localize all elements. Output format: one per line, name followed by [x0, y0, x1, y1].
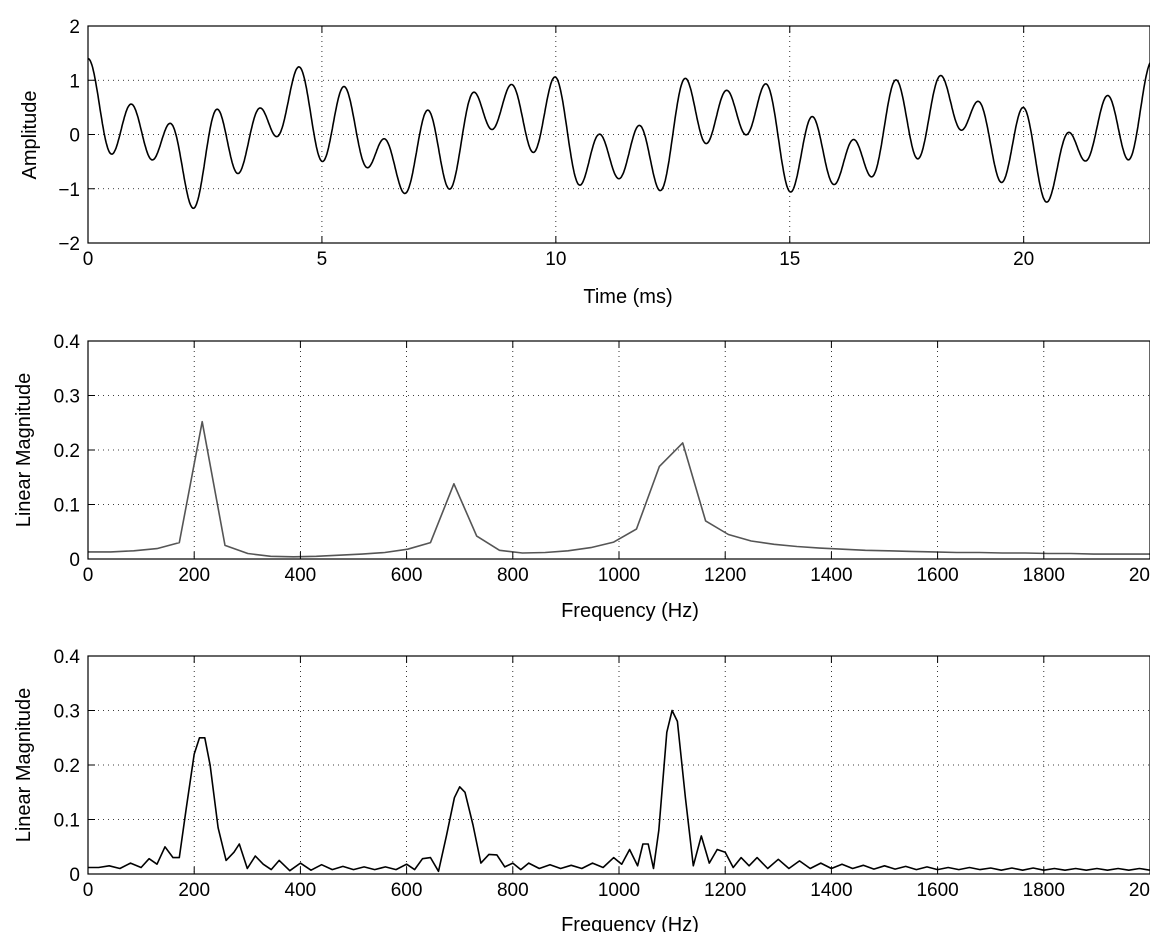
x-tick-label: 5 — [317, 249, 328, 270]
x-axis-label: Frequency (Hz) — [561, 600, 699, 622]
y-tick-label: −1 — [58, 180, 80, 201]
y-tick-label: 0.2 — [54, 441, 80, 462]
y-tick-label: 1 — [69, 71, 80, 92]
x-axis-label: Frequency (Hz) — [561, 914, 699, 932]
y-tick-label: −2 — [58, 234, 80, 255]
y-axis-label: Linear Magnitude — [13, 688, 35, 843]
y-tick-label: 0.4 — [54, 647, 81, 668]
y-tick-label: 0.3 — [54, 387, 80, 408]
x-tick-label: 15 — [779, 249, 800, 270]
panel-spectrum-long: Frequency (Hz) Linear Magnitude 0 200 400 6… — [13, 647, 1150, 932]
x-tick-label: 800 — [497, 880, 529, 901]
x-tick-label: 400 — [285, 565, 317, 586]
y-axis-label: Amplitude — [19, 91, 41, 180]
series-line — [88, 420, 1150, 558]
y-tick-label: 0 — [69, 550, 80, 571]
x-tick-label: 1600 — [916, 880, 958, 901]
x-tick-label: 0 — [83, 249, 94, 270]
x-tick-label: 200 — [178, 880, 210, 901]
x-tick-label: 1400 — [810, 565, 852, 586]
x-tick-label: 600 — [391, 565, 423, 586]
panel-time-signal: Time (ms) Amplitude 0 5 10 15 20 −2 −1 0 1 2 — [19, 17, 1150, 308]
y-tick-label: 0 — [69, 126, 80, 147]
x-tick-label: 1600 — [916, 565, 958, 586]
x-axis-label: Time (ms) — [583, 286, 672, 308]
x-tick-label: 1800 — [1023, 565, 1065, 586]
series-line — [88, 709, 1150, 873]
x-tick-label: 0 — [83, 880, 94, 901]
y-tick-label: 2 — [69, 17, 80, 38]
y-tick-label: 0 — [69, 865, 80, 886]
x-tick-label: 600 — [391, 880, 423, 901]
series-line — [87, 57, 1150, 210]
x-tick-label: 1800 — [1023, 880, 1065, 901]
y-tick-label: 0.2 — [54, 756, 80, 777]
x-tick-label: 0 — [83, 565, 94, 586]
panel-spectrum-short: Frequency (Hz) Linear Magnitude 0 200 400 6… — [13, 332, 1150, 622]
x-tick-label: 1000 — [598, 565, 640, 586]
y-tick-label: 0.4 — [54, 332, 81, 353]
y-tick-label: 0.1 — [54, 811, 80, 832]
x-tick-label: 400 — [285, 880, 317, 901]
y-axis-label: Linear Magnitude — [13, 373, 35, 528]
y-tick-label: 0.3 — [54, 702, 80, 723]
x-tick-label: 1000 — [598, 880, 640, 901]
x-tick-label: 1200 — [704, 565, 746, 586]
x-tick-label: 1400 — [810, 880, 852, 901]
x-tick-label: 800 — [497, 565, 529, 586]
x-tick-label: 200 — [178, 565, 210, 586]
x-tick-label: 10 — [545, 249, 566, 270]
y-tick-label: 0.1 — [54, 496, 80, 517]
x-tick-label: 20 — [1013, 249, 1034, 270]
x-tick-label: 1200 — [704, 880, 746, 901]
